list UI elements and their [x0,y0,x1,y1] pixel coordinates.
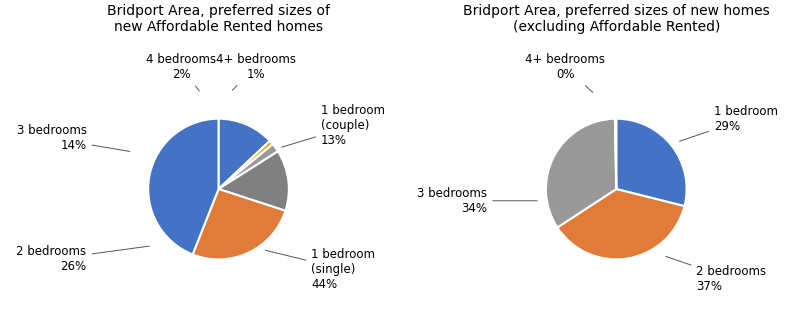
Text: 2 bedrooms
37%: 2 bedrooms 37% [666,256,767,293]
Wedge shape [192,189,286,259]
Wedge shape [616,119,686,206]
Text: 3 bedrooms
34%: 3 bedrooms 34% [417,187,537,215]
Text: 4+ bedrooms
1%: 4+ bedrooms 1% [215,53,296,90]
Text: 1 bedroom
(couple)
13%: 1 bedroom (couple) 13% [282,104,385,147]
Text: 2 bedrooms
26%: 2 bedrooms 26% [17,246,149,273]
Wedge shape [219,144,278,189]
Text: 4 bedrooms
2%: 4 bedrooms 2% [146,53,216,91]
Title: Bridport Area, preferred sizes of new homes
(excluding Affordable Rented): Bridport Area, preferred sizes of new ho… [463,4,769,34]
Wedge shape [546,119,616,227]
Text: 1 bedroom
29%: 1 bedroom 29% [679,105,778,141]
Wedge shape [219,141,273,189]
Wedge shape [219,119,270,189]
Title: Bridport Area, preferred sizes of
new Affordable Rented homes: Bridport Area, preferred sizes of new Af… [107,4,330,34]
Wedge shape [219,151,289,211]
Wedge shape [148,119,219,254]
Wedge shape [557,189,685,259]
Text: 1 bedroom
(single)
44%: 1 bedroom (single) 44% [265,248,375,291]
Text: 4+ bedrooms
0%: 4+ bedrooms 0% [525,53,606,92]
Wedge shape [615,119,616,189]
Text: 3 bedrooms
14%: 3 bedrooms 14% [17,124,130,152]
